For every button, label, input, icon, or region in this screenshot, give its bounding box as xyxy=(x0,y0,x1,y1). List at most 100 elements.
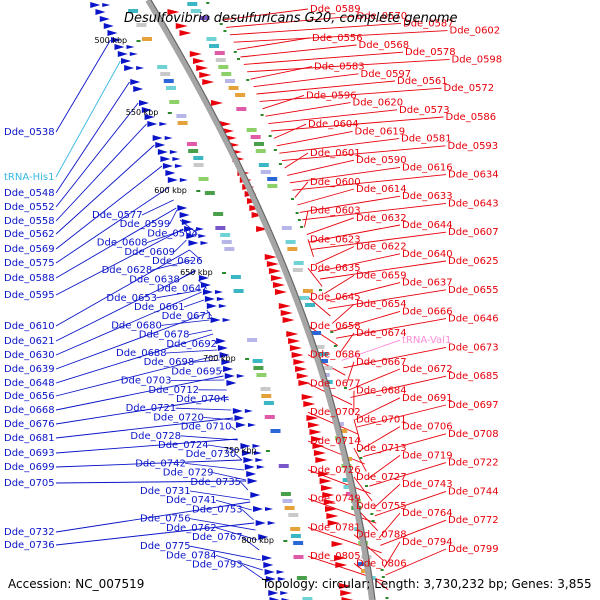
gene-label-left[interactable]: Dde_0575 xyxy=(4,258,55,269)
gene-label-right[interactable]: Dde_0601 xyxy=(310,148,361,159)
gene-label-right[interactable]: Dde_0788 xyxy=(356,530,407,541)
gene-label-right[interactable]: Dde_0583 xyxy=(314,62,365,73)
gene-label-right[interactable]: tRNA-Val1 xyxy=(402,335,451,346)
gene-label-left[interactable]: Dde_0562 xyxy=(4,229,55,240)
gene-label-right[interactable]: Dde_0755 xyxy=(356,501,407,512)
gene-label-left[interactable]: Dde_0638 xyxy=(129,274,180,285)
gene-label-left[interactable]: Dde_0721 xyxy=(126,403,177,414)
gene-label-right[interactable]: Dde_0772 xyxy=(448,515,499,526)
gene-label-left[interactable]: Dde_0703 xyxy=(121,376,172,387)
gene-label-right[interactable]: Dde_0781 xyxy=(310,522,361,533)
gene-label-right[interactable]: Dde_0640 xyxy=(402,249,453,260)
gene-label-left[interactable]: Dde_0742 xyxy=(135,458,186,469)
gene-label-right[interactable]: Dde_0556 xyxy=(312,33,363,44)
gene-label-right[interactable]: Dde_0570 xyxy=(357,11,408,22)
gene-label-right[interactable]: Dde_0674 xyxy=(356,328,407,339)
gene-label-right[interactable]: Dde_0568 xyxy=(359,40,410,51)
gene-label-left[interactable]: Dde_0753 xyxy=(192,504,243,515)
gene-label-right[interactable]: Dde_0616 xyxy=(402,162,453,173)
gene-label-right[interactable]: Dde_0622 xyxy=(356,242,407,253)
gene-label-right[interactable]: Dde_0587 xyxy=(403,18,454,29)
gene-label-left[interactable]: Dde_0639 xyxy=(4,364,55,375)
gene-label-left[interactable]: Dde_0741 xyxy=(166,495,217,506)
gene-label-left[interactable]: Dde_0756 xyxy=(140,514,191,525)
gene-label-right[interactable]: Dde_0645 xyxy=(310,292,361,303)
gene-label-right[interactable]: Dde_0654 xyxy=(356,299,407,310)
gene-label-left[interactable]: Dde_0793 xyxy=(192,560,243,571)
gene-label-right[interactable]: Dde_0637 xyxy=(402,278,453,289)
gene-label-right[interactable]: Dde_0633 xyxy=(402,191,453,202)
gene-label-left[interactable]: Dde_0594 xyxy=(147,228,198,239)
gene-label-left[interactable]: Dde_0728 xyxy=(130,431,181,442)
gene-label-right[interactable]: Dde_0573 xyxy=(399,105,450,116)
gene-label-right[interactable]: Dde_0623 xyxy=(310,234,361,245)
gene-label-right[interactable]: Dde_0744 xyxy=(448,486,499,497)
gene-label-right[interactable]: Dde_0620 xyxy=(353,98,404,109)
gene-label-left[interactable]: Dde_0630 xyxy=(4,350,55,361)
gene-label-left[interactable]: Dde_0676 xyxy=(4,419,55,430)
gene-label-left[interactable]: Dde_0661 xyxy=(134,302,185,313)
gene-label-left[interactable]: Dde_0671 xyxy=(162,311,213,322)
gene-label-right[interactable]: Dde_0572 xyxy=(444,83,495,94)
gene-label-right[interactable]: Dde_0635 xyxy=(310,263,361,274)
gene-label-right[interactable]: Dde_0646 xyxy=(448,314,499,325)
gene-label-right[interactable]: Dde_0686 xyxy=(310,350,361,361)
gene-label-right[interactable]: Dde_0677 xyxy=(310,378,361,389)
gene-label-left[interactable]: Dde_0712 xyxy=(148,385,199,396)
gene-label-right[interactable]: Dde_0701 xyxy=(356,414,407,425)
gene-label-left[interactable]: Dde_0552 xyxy=(4,202,55,213)
gene-label-right[interactable]: Dde_0655 xyxy=(448,285,499,296)
gene-label-left[interactable]: Dde_0729 xyxy=(163,468,214,479)
gene-label-left[interactable]: Dde_0609 xyxy=(124,247,175,258)
gene-label-left[interactable]: Dde_0720 xyxy=(153,412,204,423)
gene-label-right[interactable]: Dde_0666 xyxy=(402,306,453,317)
gene-label-left[interactable]: Dde_0558 xyxy=(4,216,55,227)
gene-label-left[interactable]: Dde_0767 xyxy=(192,532,243,543)
gene-label-right[interactable]: Dde_0590 xyxy=(356,155,407,166)
gene-label-left[interactable]: Dde_0695 xyxy=(171,366,222,377)
gene-label-left[interactable]: Dde_0735 xyxy=(190,477,241,488)
gene-label-right[interactable]: Dde_0702 xyxy=(310,407,361,418)
gene-label-right[interactable]: Dde_0749 xyxy=(310,494,361,505)
gene-label-right[interactable]: Dde_0806 xyxy=(356,558,407,569)
gene-label-left[interactable]: Dde_0699 xyxy=(4,462,55,473)
gene-label-right[interactable]: Dde_0598 xyxy=(452,54,503,65)
gene-label-left[interactable]: Dde_0610 xyxy=(4,321,55,332)
gene-label-left[interactable]: Dde_0693 xyxy=(4,448,55,459)
gene-label-right[interactable]: Dde_0607 xyxy=(448,227,499,238)
gene-label-right[interactable]: Dde_0596 xyxy=(306,90,357,101)
gene-label-left[interactable]: Dde_0548 xyxy=(4,188,55,199)
gene-label-right[interactable]: Dde_0578 xyxy=(405,47,456,58)
gene-label-right[interactable]: Dde_0625 xyxy=(448,256,499,267)
gene-label-right[interactable]: Dde_0593 xyxy=(448,141,499,152)
gene-label-left[interactable]: Dde_0680 xyxy=(111,320,162,331)
gene-label-right[interactable]: Dde_0685 xyxy=(448,371,499,382)
gene-label-left[interactable]: Dde_0569 xyxy=(4,244,55,255)
gene-label-left[interactable]: Dde_0698 xyxy=(144,357,195,368)
gene-label-left[interactable]: Dde_0736 xyxy=(4,540,55,551)
gene-label-right[interactable]: Dde_0722 xyxy=(448,458,499,469)
gene-label-left[interactable]: Dde_0599 xyxy=(120,219,171,230)
gene-label-left[interactable]: Dde_0595 xyxy=(4,290,55,301)
gene-label-right[interactable]: Dde_0805 xyxy=(310,551,361,562)
gene-label-left[interactable]: Dde_0668 xyxy=(4,405,55,416)
gene-label-right[interactable]: Dde_0708 xyxy=(448,429,499,440)
gene-label-left[interactable]: tRNA-His1 xyxy=(4,172,54,183)
gene-label-left[interactable]: Dde_0688 xyxy=(116,348,167,359)
gene-label-left[interactable]: Dde_0577 xyxy=(92,210,143,221)
gene-label-left[interactable]: Dde_0648 xyxy=(4,378,55,389)
gene-label-right[interactable]: Dde_0634 xyxy=(448,170,499,181)
gene-label-left[interactable]: Dde_0705 xyxy=(4,478,55,489)
gene-label-left[interactable]: Dde_0724 xyxy=(158,440,209,451)
gene-label-right[interactable]: Dde_0659 xyxy=(356,270,407,281)
gene-label-left[interactable]: Dde_0784 xyxy=(166,550,217,561)
gene-label-left[interactable]: Dde_0775 xyxy=(140,541,191,552)
gene-label-left[interactable]: Dde_0608 xyxy=(97,238,148,249)
gene-label-right[interactable]: Dde_0632 xyxy=(356,213,407,224)
gene-label-right[interactable]: Dde_0714 xyxy=(310,436,361,447)
gene-label-right[interactable]: Dde_0644 xyxy=(402,220,453,231)
gene-label-left[interactable]: Dde_0681 xyxy=(4,433,55,444)
gene-label-right[interactable]: Dde_0764 xyxy=(402,508,453,519)
gene-label-left[interactable]: Dde_0538 xyxy=(4,127,55,138)
gene-label-right[interactable]: Dde_0667 xyxy=(356,357,407,368)
